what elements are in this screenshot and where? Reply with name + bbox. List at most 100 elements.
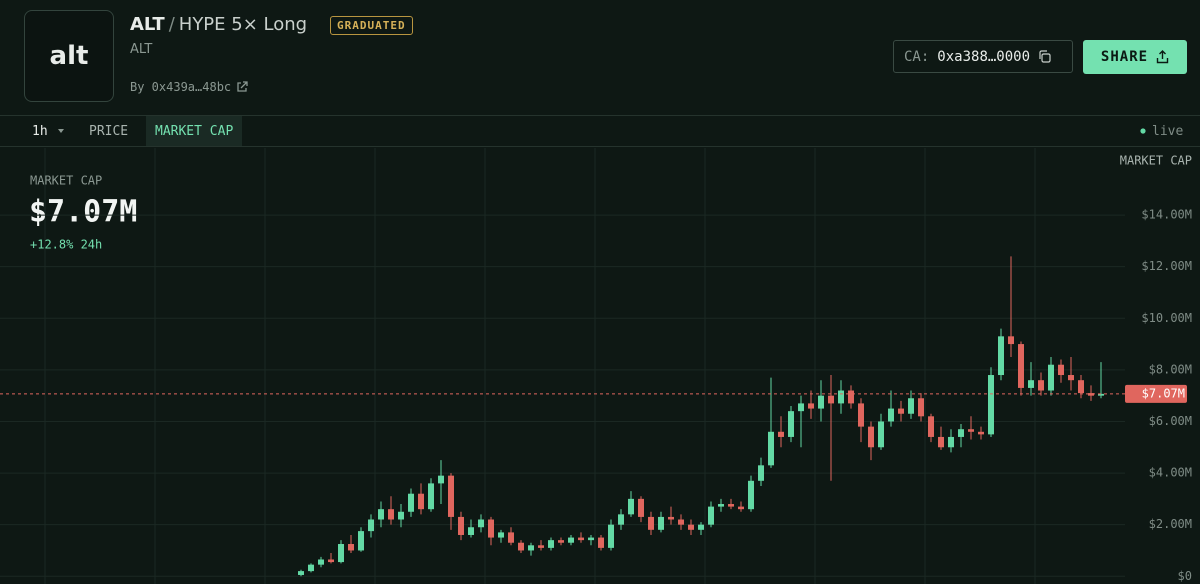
candle-body (598, 537, 604, 548)
y-tick-label: $12.00M (1141, 259, 1192, 273)
candle-body (478, 519, 484, 528)
candle-body (1078, 380, 1084, 394)
candle-body (688, 524, 694, 530)
axis-title: MARKET CAP (1120, 154, 1192, 168)
y-tick-label: $0 (1178, 569, 1192, 583)
candle-body (808, 403, 814, 409)
candle-body (318, 559, 324, 565)
candle-body (658, 516, 664, 530)
interval-select[interactable]: 1h (32, 116, 64, 146)
candle-body (818, 395, 824, 409)
toolbar: 1h PRICE MARKET CAP live (0, 115, 1200, 147)
candle-body (838, 390, 844, 404)
ca-label: CA: (904, 48, 930, 65)
token-logo: alt (24, 10, 114, 102)
live-dot (1140, 128, 1146, 134)
candle-body (1098, 393, 1104, 396)
candle-body (748, 480, 754, 510)
share-label[interactable]: SHARE (1100, 49, 1149, 65)
candle-body (1028, 380, 1034, 388)
candle-body (668, 516, 674, 520)
last-value-label: $7.07M (1142, 386, 1185, 400)
candle-body (308, 564, 314, 572)
candle-body (638, 498, 644, 517)
candle-body (498, 532, 504, 538)
candle-body (338, 544, 344, 563)
live-status: live (1140, 116, 1183, 146)
share-icon (1156, 50, 1169, 64)
candle-body (508, 532, 514, 543)
share-button[interactable]: SHARE (1083, 40, 1187, 74)
candle-body (348, 544, 354, 551)
candle-body (928, 416, 934, 437)
candle-body (608, 524, 614, 548)
candle-body (378, 509, 384, 520)
candle-body (728, 504, 734, 507)
title: ALT / HYPE 5× Long (130, 14, 307, 35)
candle-body (648, 516, 654, 530)
candle-body (798, 403, 804, 412)
candle-body (978, 431, 984, 435)
y-tick-label: $4.00M (1149, 466, 1192, 480)
candle-body (678, 519, 684, 525)
creator-link[interactable]: By 0x439a…48bc (130, 80, 248, 94)
candle-body (758, 465, 764, 481)
symbol: ALT (130, 42, 153, 57)
candle-body (778, 431, 784, 437)
candle-body (788, 411, 794, 437)
overlay-value: $7.07M (29, 195, 137, 230)
candle-body (628, 498, 634, 515)
candle-body (958, 429, 964, 437)
candle-body (878, 421, 884, 448)
market-cap-tab[interactable]: MARKET CAP (146, 116, 243, 146)
candle-body (558, 540, 564, 543)
token-name: ALT (130, 14, 165, 35)
candle-body (468, 527, 474, 535)
candle-body (908, 398, 914, 414)
candle-body (918, 398, 924, 417)
candle-body (708, 506, 714, 525)
overlay-change: +12.8% 24h (30, 238, 102, 252)
candle-body (1018, 344, 1024, 388)
y-tick-label: $8.00M (1149, 362, 1192, 376)
candle-body (298, 571, 304, 575)
candle-body (1088, 393, 1094, 396)
overlay-label: MARKET CAP (30, 174, 102, 188)
candle-body (428, 483, 434, 510)
price-tab[interactable]: PRICE (89, 123, 129, 139)
candle-body (358, 531, 364, 551)
external-icon (237, 81, 248, 92)
candle-body (458, 516, 464, 535)
candle-body (968, 429, 974, 432)
candle-body (868, 426, 874, 448)
candle-body (588, 537, 594, 541)
y-tick-label: $10.00M (1141, 311, 1192, 325)
creator[interactable]: By 0x439a…48bc (130, 80, 232, 94)
y-tick-label: $2.00M (1149, 517, 1192, 531)
candle-body (898, 408, 904, 414)
candle-body (948, 436, 954, 448)
candle-body (408, 493, 414, 512)
candle-body (388, 509, 394, 520)
copy-icon[interactable] (1038, 50, 1051, 63)
contract-address[interactable]: CA: 0xa388…0000 (893, 40, 1073, 73)
candle-body (828, 395, 834, 404)
candle-body (1058, 364, 1064, 376)
candle-body (578, 537, 584, 541)
candle-body (1068, 375, 1074, 381)
candle-body (518, 542, 524, 551)
candle-body (998, 336, 1004, 376)
candle-body (568, 537, 574, 543)
candle-body (328, 559, 334, 563)
candle-body (718, 504, 724, 507)
interval[interactable]: 1h (32, 123, 48, 139)
candle-body (368, 519, 374, 532)
candle-body (448, 475, 454, 517)
ca-value: 0xa388…0000 (937, 48, 1031, 65)
candle-body (418, 493, 424, 510)
candle-body (488, 519, 494, 538)
candle-body (618, 514, 624, 525)
candle-body (768, 431, 774, 466)
candle-body (438, 475, 444, 484)
y-tick-label: $6.00M (1149, 414, 1192, 428)
